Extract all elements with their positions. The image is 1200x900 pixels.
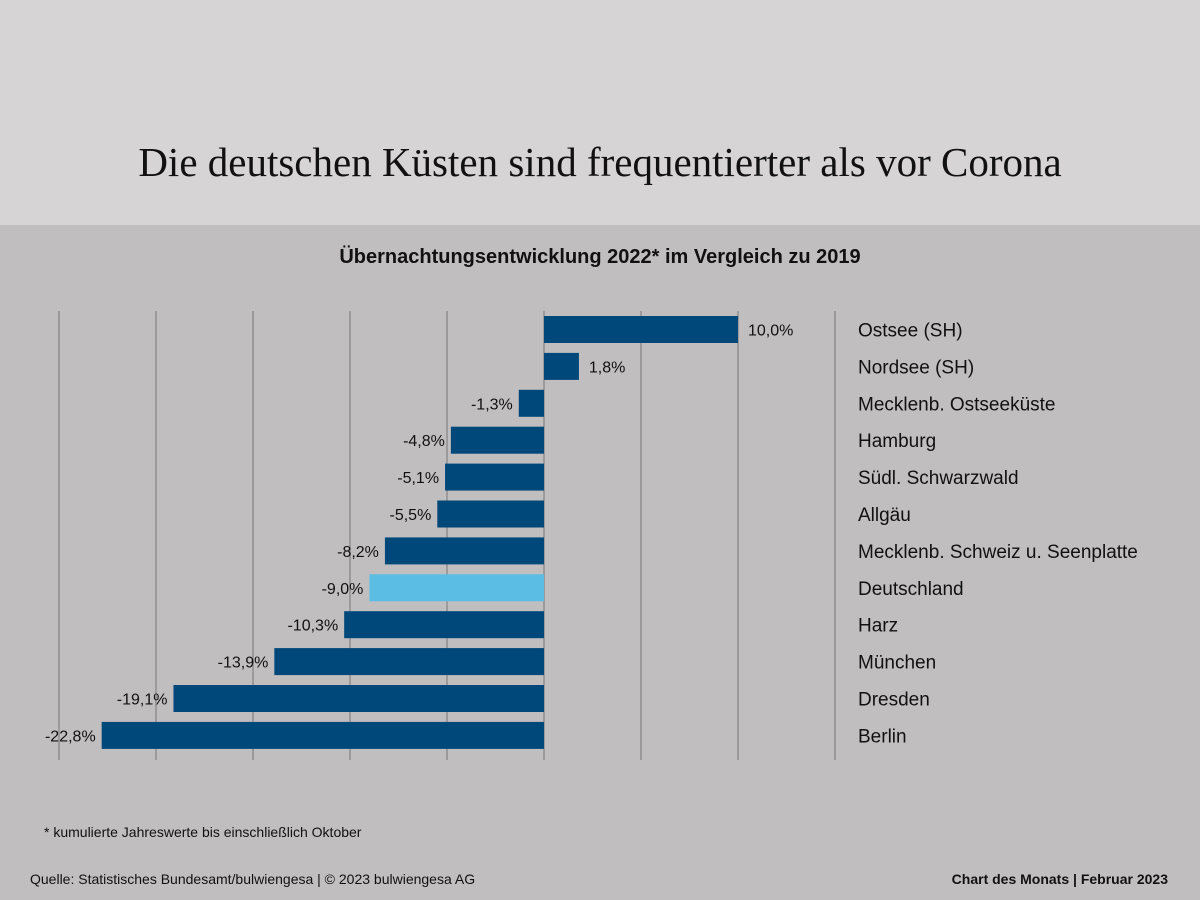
data-label: -1,3% (471, 396, 513, 413)
data-label: -5,1% (397, 470, 439, 487)
data-label: -19,1% (117, 692, 168, 709)
data-label: -10,3% (287, 618, 338, 635)
header-band: Die deutschen Küsten sind frequentierter… (0, 0, 1200, 225)
category-label: Südl. Schwarzwald (858, 468, 1019, 489)
page-title: Die deutschen Küsten sind frequentierter… (138, 139, 1062, 185)
data-label: 10,0% (748, 323, 793, 340)
data-label: -5,5% (390, 507, 432, 524)
data-label: -9,0% (322, 581, 364, 598)
category-label: Dresden (858, 690, 930, 711)
category-label: Mecklenb. Ostseeküste (858, 394, 1055, 415)
bar (445, 463, 544, 491)
category-label: München (858, 653, 936, 674)
category-label: Nordsee (SH) (858, 357, 974, 378)
category-label: Berlin (858, 726, 907, 747)
bar (544, 352, 579, 380)
bar (101, 721, 545, 749)
category-label: Mecklenb. Schweiz u. Seenplatte (858, 542, 1138, 563)
source-text: Quelle: Statistisches Bundesamt/bulwieng… (30, 871, 476, 887)
data-label: 1,8% (589, 359, 625, 376)
chart-title: Übernachtungsentwicklung 2022* im Vergle… (339, 246, 861, 268)
bar (344, 611, 544, 639)
bar (437, 500, 544, 528)
bar (518, 389, 544, 417)
data-label: -4,8% (403, 433, 445, 450)
bar (544, 316, 738, 343)
category-label: Deutschland (858, 579, 964, 600)
bar (173, 685, 544, 712)
data-label: -22,8% (45, 728, 96, 745)
bar (384, 537, 544, 565)
bar (369, 574, 544, 602)
category-label: Allgäu (858, 505, 911, 526)
bar (450, 426, 544, 454)
brand-text: Chart des Monats | Februar 2023 (951, 871, 1168, 887)
data-label: -13,9% (218, 655, 269, 672)
bar (274, 648, 544, 676)
footnote: * kumulierte Jahreswerte bis einschließl… (44, 824, 362, 840)
data-label: -8,2% (337, 544, 379, 561)
category-label: Harz (858, 616, 898, 637)
category-label: Hamburg (858, 431, 936, 452)
category-label: Ostsee (SH) (858, 321, 963, 342)
